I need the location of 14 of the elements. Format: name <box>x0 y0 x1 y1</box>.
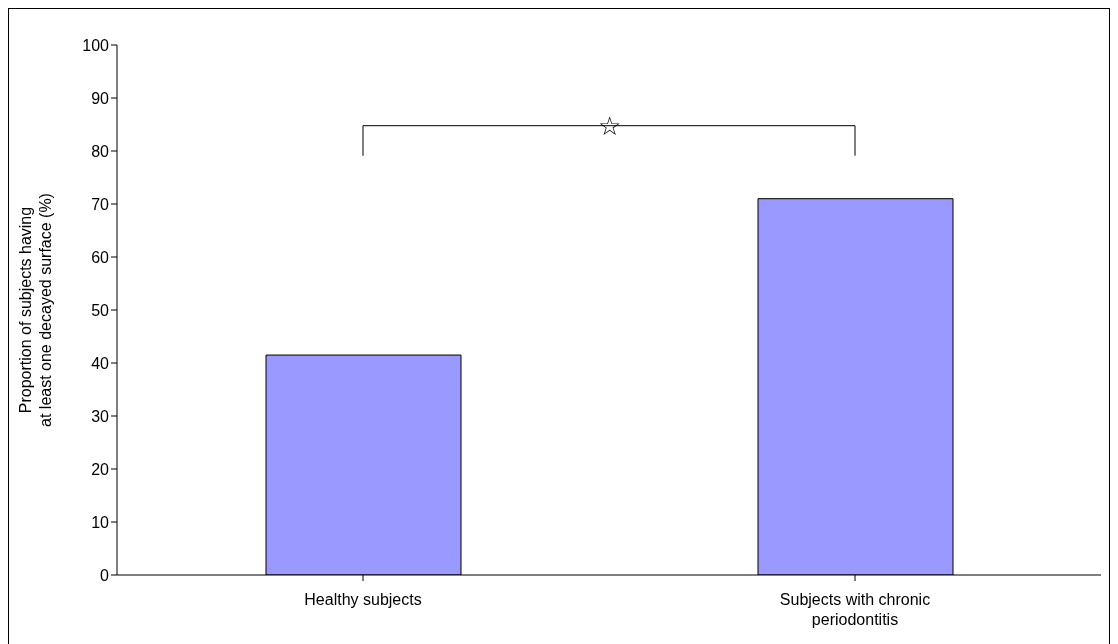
y-tick-label: 100 <box>82 36 110 54</box>
y-axis-title: Proportion of subjects having at least one decayed surface (%) <box>17 193 54 427</box>
y-tick-label: 10 <box>91 513 110 531</box>
y-tick-label: 20 <box>91 460 110 478</box>
y-tick-label: 0 <box>100 566 110 584</box>
y-tick-label: 50 <box>91 301 110 319</box>
y-tick-label: 30 <box>91 407 110 425</box>
x-tick-label: Subjects with chronic periodontitis <box>779 591 931 628</box>
y-tick-label: 90 <box>91 89 110 107</box>
y-tick-label: 60 <box>91 248 110 266</box>
y-tick-label: 40 <box>91 354 110 372</box>
y-tick-label: 70 <box>91 195 110 213</box>
y-tick-label: 80 <box>91 142 110 160</box>
x-tick-label: Healthy subjects <box>304 591 422 608</box>
